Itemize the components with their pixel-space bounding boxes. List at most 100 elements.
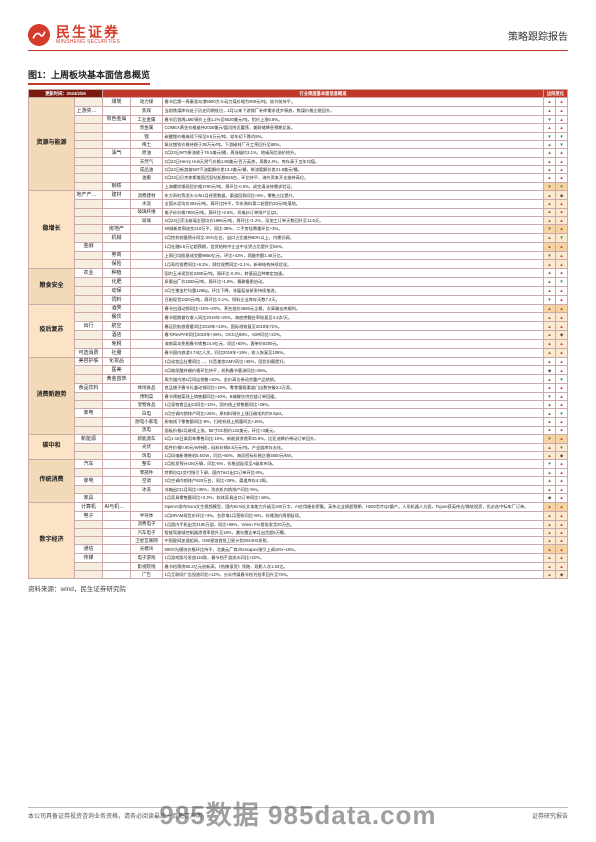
subgroup1-cell: 家具 — [75, 494, 103, 503]
table-row: 酒店春节RevPAR同比2019年+28%，OCC达68%，ADR同比+22%。… — [29, 331, 568, 340]
subgroup2-cell — [103, 451, 131, 459]
category-cell: 数字经济 — [29, 502, 75, 578]
metric-cell — [131, 339, 163, 348]
indicator-cell-1: ▼ — [544, 115, 556, 124]
indicator-cell-1: ▲ — [544, 322, 556, 331]
table-row: 影视院线春节档票房80.2亿元创新高，《热辣滚烫》领跑，观影人次1.63亿。▲▲ — [29, 563, 568, 571]
metric-cell — [131, 304, 163, 313]
metric-cell — [131, 286, 163, 295]
metric-cell: 动力煤 — [131, 97, 163, 106]
metric-cell — [131, 224, 163, 233]
table-row: 天然气2月23日Henry Hub天然气价格1.60美元/百万英热，周跌2.4%… — [29, 157, 568, 165]
mid-header: 行业周度基本面信息概览 — [103, 90, 544, 98]
subgroup2-cell: 建材 — [103, 191, 131, 200]
indicator-cell-2: ▲ — [556, 339, 568, 348]
indicator-cell-1: ▲ — [544, 260, 556, 269]
table-row: 玻璃2月23日浮法玻璃全国均价1986元/吨，周环比+1.2%，深加工订单天数回… — [29, 216, 568, 224]
table-row: 家电白电2月空调内销排产同比+25%，原材料铜价上涨压缩毛利约0.5pct。▲▼ — [29, 409, 568, 418]
metric-cell: 电子游戏 — [131, 554, 163, 563]
indicator-cell-2: ▲ — [556, 174, 568, 182]
indicator-cell-1: ▲ — [544, 511, 556, 520]
indicator-cell-2: ▲ — [556, 97, 568, 106]
desc-cell: 春节后第一周秦皇岛港5500大卡动力煤价格为900元/吨，较节前持平。 — [163, 97, 544, 106]
category-cell: 资源与能源 — [29, 97, 75, 191]
table-row: 稳增长地产产业链建材消费建材东方雨虹等龙头公布1月经营数据，渠道回款同比+5%，… — [29, 191, 568, 200]
indicator-cell-1: ▼ — [544, 460, 556, 469]
desc-cell: 2月空调内销排产920万台，同比+28%，渠道库存4.2周。 — [163, 477, 544, 486]
subgroup2-cell — [103, 545, 131, 554]
desc-cell: 2月批发预计150万辆，同比-5%，价格战延续至A级车市场。 — [163, 460, 544, 469]
subgroup2-cell — [103, 384, 131, 393]
brand-name-en: MINSHENG SECURITIES — [56, 40, 120, 45]
subgroup2-cell — [103, 443, 131, 451]
table-row: 预制菜春节预制菜线上销售额同比+40%，B端餐饮供应链订单回暖。▼▲ — [29, 393, 568, 401]
subgroup2-cell: 化妆品 — [103, 357, 131, 366]
metric-cell: 水泥 — [131, 200, 163, 208]
subgroup1-cell — [75, 331, 103, 340]
metric-cell: 锂 — [131, 132, 163, 140]
metric-cell: 消费电子 — [131, 520, 163, 528]
report-type-label: 策略跟踪报告 — [508, 28, 568, 43]
desc-cell: 2月23日贝克休斯美国活跃钻机数626台，环比持平，海外资本开支维持高位。 — [163, 174, 544, 182]
subgroup2-cell: 煤炭 — [103, 97, 131, 106]
metric-cell — [131, 278, 163, 287]
subgroup2-cell: 医美 — [103, 366, 131, 375]
metric-cell: 稀土 — [131, 140, 163, 148]
indicator-cell-1: ▲ — [544, 426, 556, 434]
indicator-cell-2: ▲ — [556, 537, 568, 545]
subgroup1-cell: 传媒 — [75, 554, 103, 563]
subgroup1-cell: 可选消费 — [75, 348, 103, 357]
subgroup1-cell — [75, 537, 103, 545]
subgroup1-cell: 美容护肤 — [75, 357, 103, 366]
desc-cell: 1月互联网广告投放同比+12%，分众传媒春节档刊挂率回升至75%。 — [163, 571, 544, 579]
subgroup2-cell — [103, 174, 131, 182]
indicator-cell-1: ▲ — [544, 140, 556, 148]
table-row: 油气原油2月23日WTI原油收于76.5美元/桶，周涨幅约3.1%，地缘风险溢价… — [29, 149, 568, 158]
indicator-cell-1: ▲ — [544, 348, 556, 357]
desc-cell: 良品铺子春节礼盒动销同比+18%，零食量贩渠道门店数突破2.2万家。 — [163, 384, 544, 393]
subgroup2-cell: AI与机器人 — [103, 502, 131, 511]
desc-cell: 海南离岛免税春节销售24.9亿元，同比+60%，客单价8200元。 — [163, 339, 544, 348]
category-cell: 疫后复苏 — [29, 304, 75, 357]
indicator-cell-1: ▲ — [544, 174, 556, 182]
desc-cell: 氧化镨钕价格持稳于38万元/吨，下游磁材厂开工率回升至65%。 — [163, 140, 544, 148]
table-row: 汽车电子智能驾驶域控制器渗透率提升至18%，激光雷达单月出货超5万颗。▲▲ — [29, 528, 568, 536]
desc-cell: 冰箱出口1月同比+35%，洗衣机内销排产同比+5%。 — [163, 485, 544, 493]
metric-cell: 冰洗 — [131, 485, 163, 493]
indicator-cell-2: ▲ — [556, 384, 568, 393]
metric-cell — [131, 322, 163, 331]
subgroup1-cell: 通信 — [75, 545, 103, 554]
desc-cell: 面板价格2月继续上涨，55寸OC报价132美元，环比+3美元。 — [163, 426, 544, 434]
metric-cell — [131, 295, 163, 304]
indicator-cell-1: ▼ — [544, 295, 556, 304]
subgroup2-cell — [103, 571, 131, 579]
table-row: 传统消费汽车整车2月批发预计150万辆，同比-5%，价格战延续至A级车市场。▼▲ — [29, 460, 568, 469]
subgroup1-cell — [75, 251, 103, 260]
brand-logo: 民生证券 MINSHENG SECURITIES — [28, 24, 120, 46]
desc-cell: 上海螺纹钢现货价格3780元/吨，周环比-0.5%，成交清淡待需求验证。 — [163, 182, 544, 191]
subgroup2-cell — [103, 520, 131, 528]
metric-cell — [131, 242, 163, 251]
right-header: 边际变化 — [544, 90, 568, 98]
metric-cell: 油服 — [131, 174, 163, 182]
subgroup2-cell: 机械 — [103, 233, 131, 242]
metric-cell: 黑电 — [131, 426, 163, 434]
subgroup2-cell: 券商 — [103, 251, 131, 260]
indicator-cell-1: ▲ — [544, 208, 556, 216]
indicator-cell-1: ▲ — [544, 528, 556, 536]
subgroup1-cell — [75, 216, 103, 224]
desc-cell: 2月23日WTI原油收于76.5美元/桶，周涨幅约3.1%，地缘风险溢价抬升。 — [163, 149, 544, 158]
subgroup1-cell — [75, 520, 103, 528]
indicator-cell-2: ▲ — [556, 224, 568, 233]
indicator-cell-2: ▲ — [556, 418, 568, 426]
metric-cell — [131, 375, 163, 384]
metric-cell: 汽车电子 — [131, 528, 163, 536]
footer-report-label: 证券研究报告 — [532, 811, 568, 820]
desc-cell: 2月生猪出栏均重125kg，环比下降，非瘟疫苗研发持续推进。 — [163, 286, 544, 295]
table-row: 稀土氧化镨钕价格持稳于38万元/吨，下游磁材厂开工率回升至65%。▲▼ — [29, 140, 568, 148]
desc-cell: 2月挖机销量预计同比-25%左右，出口占比维持60%以上，内需仍弱。 — [163, 233, 544, 242]
subgroup1-cell — [75, 563, 103, 571]
indicator-cell-2: ▲ — [556, 511, 568, 520]
subgroup2-cell: 动保 — [103, 286, 131, 295]
category-cell: 稳增长 — [29, 191, 75, 269]
